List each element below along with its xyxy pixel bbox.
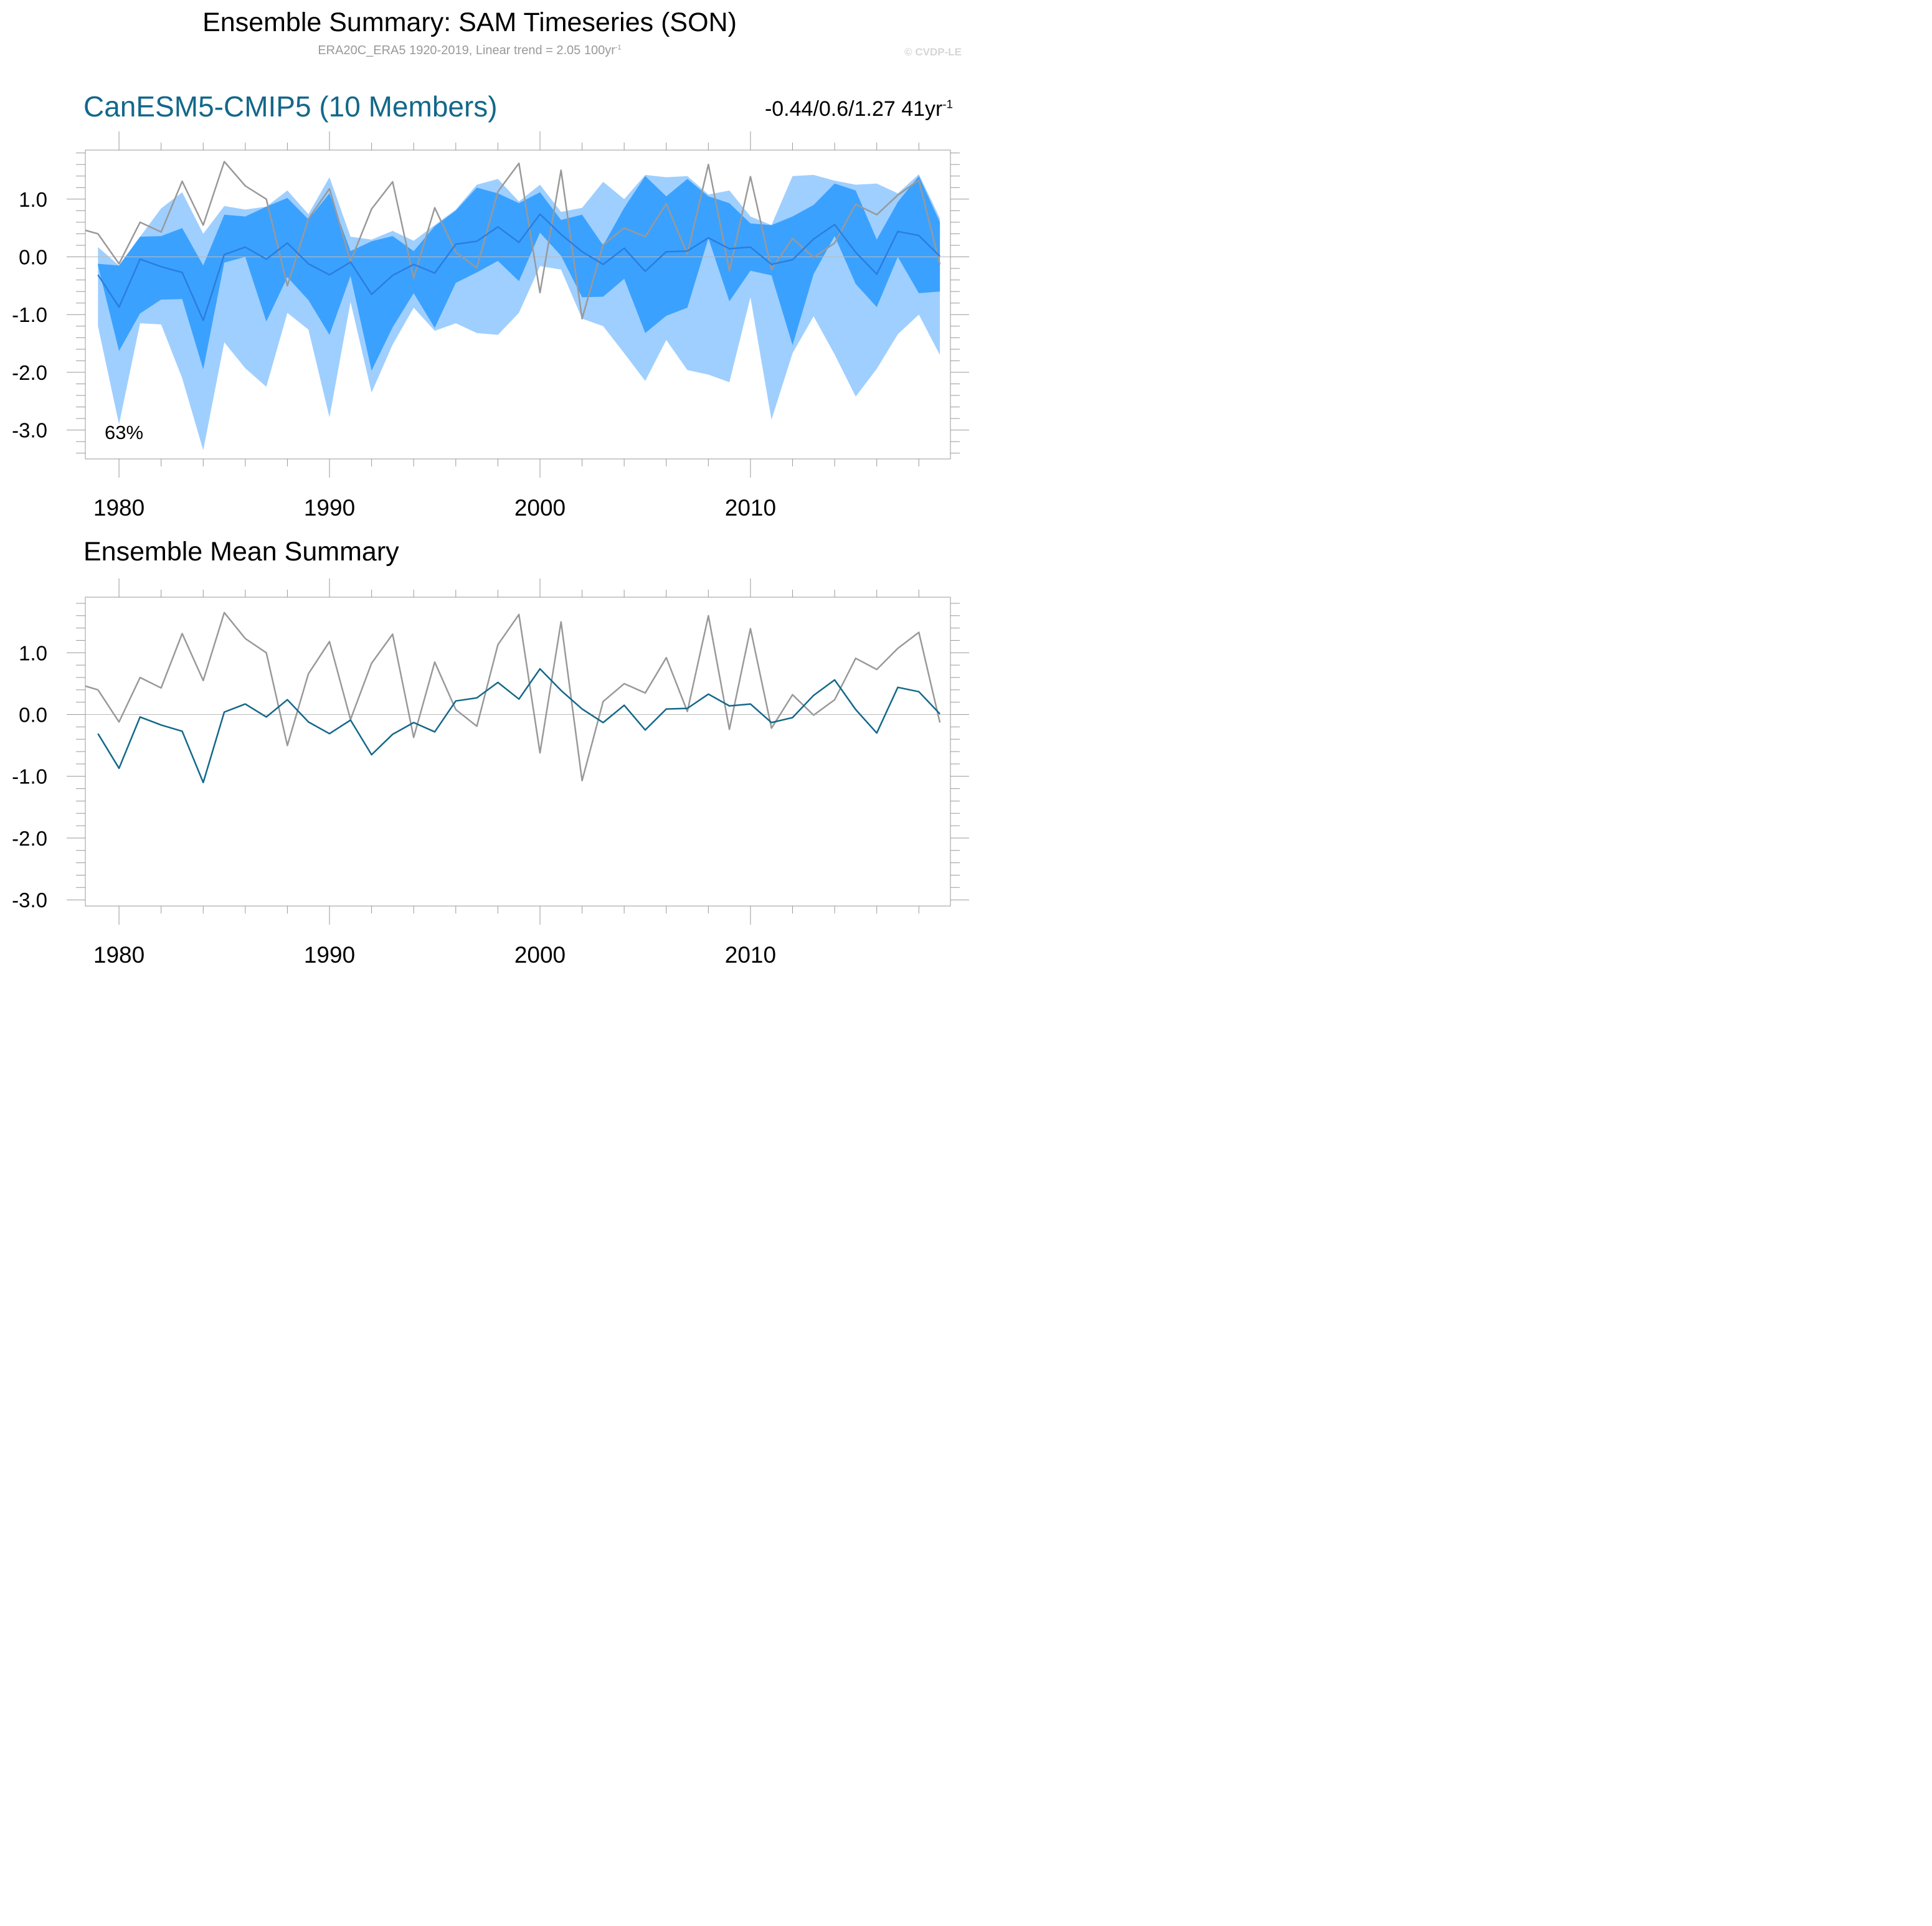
panel2-ensemble-mean-line [97, 668, 941, 783]
panel1-xtick-label: 2010 [725, 495, 776, 521]
panel1-observations-line [97, 161, 941, 319]
panel2-xtick-label: 2000 [514, 942, 566, 968]
copyright-watermark: © CVDP-LE [904, 46, 962, 58]
panel2-observations-line [97, 611, 941, 781]
panel1-ensemble-mean-line [97, 213, 940, 321]
panel2-group: 1980 1990 2000 2010 1.0 0.0 -1.0 -2.0 -3.0 [12, 578, 969, 968]
panel2-xtick-label: 1980 [93, 942, 144, 968]
subtitle-text: ERA20C_ERA5 1920-2019, Linear trend = 2.… [318, 44, 615, 57]
main-title: Ensemble Summary: SAM Timeseries (SON) [202, 7, 737, 37]
panel2-ytick-label: -1.0 [12, 765, 47, 788]
panel1-frame [85, 149, 951, 460]
panel1-xtick-label: 1980 [93, 495, 144, 521]
panel2-xtick-label: 1990 [304, 942, 355, 968]
panel1-title: CanESM5-CMIP5 (10 Members) [83, 90, 498, 123]
panel1-xtick-label: 1990 [304, 495, 355, 521]
panel1-trend-label: -0.44/0.6/1.27 41yr-1 [765, 97, 953, 121]
panel1-xtick-label: 2000 [514, 495, 566, 521]
panel1-ytick-label: 1.0 [19, 188, 47, 211]
panel2-ytick-label: 0.0 [19, 703, 47, 726]
panel1-interquartile-band [98, 176, 940, 371]
subtitle-superscript: -1 [615, 44, 622, 52]
panel1-trend-superscript: -1 [942, 97, 953, 111]
panel2-ytick-label: -2.0 [12, 827, 47, 850]
panel2-xtick-label: 2010 [725, 942, 776, 968]
panel1-observations-line-lead [85, 229, 98, 235]
panel1-trend-text: -0.44/0.6/1.27 41yr [764, 97, 943, 121]
subtitle: ERA20C_ERA5 1920-2019, Linear trend = 2.… [0, 44, 939, 58]
panel1-group: 1980 1990 2000 2010 1.0 0.0 -1.0 -2.0 -3.0 63% [12, 131, 969, 521]
panel1-percent-label: 63% [105, 422, 143, 443]
panel2-ytick-label: -3.0 [12, 889, 47, 912]
panel2-title: Ensemble Mean Summary [83, 537, 399, 567]
panel2-observations-line-lead [85, 685, 98, 691]
panel2-ytick-label: 1.0 [19, 641, 47, 664]
panel1-ytick-label: -3.0 [12, 419, 47, 442]
panel1-ytick-label: -1.0 [12, 303, 47, 326]
panel1-ytick-label: 0.0 [19, 246, 47, 269]
panel1-ytick-label: -2.0 [12, 361, 47, 384]
